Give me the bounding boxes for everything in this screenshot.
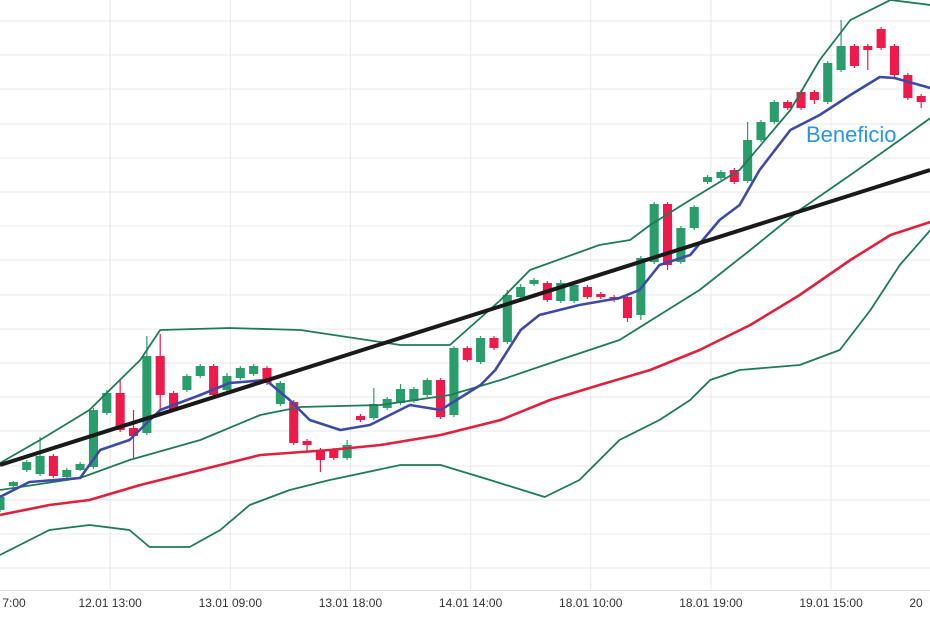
candle-body bbox=[209, 366, 219, 395]
candle-body bbox=[796, 92, 806, 108]
candle-body bbox=[182, 376, 192, 390]
candle-body bbox=[596, 294, 606, 297]
candle-body bbox=[142, 356, 152, 433]
x-tick-label: 18.01 19:00 bbox=[679, 596, 743, 610]
candle-body bbox=[649, 204, 659, 262]
candle-body bbox=[476, 338, 486, 362]
candle-body bbox=[676, 228, 686, 262]
candle-body bbox=[315, 450, 325, 460]
candle-body bbox=[889, 46, 900, 75]
candle-body bbox=[516, 287, 526, 297]
candle-body bbox=[689, 207, 699, 228]
candle-body bbox=[809, 92, 819, 100]
candle-body bbox=[75, 464, 85, 470]
candle-body bbox=[783, 102, 793, 108]
candle-body bbox=[35, 456, 45, 474]
x-tick-label: 20 bbox=[909, 596, 923, 610]
indicator-line bbox=[0, 168, 930, 467]
candle-body bbox=[22, 462, 32, 470]
candle-body bbox=[756, 122, 766, 140]
candle-body bbox=[0, 497, 5, 510]
candle-body bbox=[836, 46, 846, 70]
x-tick-label: 7:00 bbox=[2, 596, 26, 610]
candle-body bbox=[8, 482, 18, 486]
candle-body bbox=[876, 29, 886, 48]
candle-body bbox=[529, 280, 539, 284]
candle-body bbox=[662, 204, 673, 265]
candle-body bbox=[62, 470, 72, 477]
candle-body bbox=[409, 389, 419, 401]
candle-body bbox=[449, 348, 459, 415]
candle-body bbox=[102, 393, 112, 413]
candle-body bbox=[262, 368, 272, 383]
candle-body bbox=[729, 170, 739, 182]
annotation: Beneficio bbox=[806, 122, 897, 147]
candle-body bbox=[128, 428, 139, 436]
candle-body bbox=[342, 445, 352, 458]
candle-body bbox=[289, 402, 299, 443]
candle-body bbox=[823, 63, 833, 102]
candle-body bbox=[436, 380, 446, 417]
indicator-line bbox=[0, 229, 930, 556]
x-tick-label: 19.01 15:00 bbox=[799, 596, 863, 610]
candle-body bbox=[88, 410, 98, 467]
candle-body bbox=[769, 102, 779, 122]
candle-body bbox=[903, 75, 913, 98]
x-tick-label: 18.01 10:00 bbox=[559, 596, 623, 610]
candle-body bbox=[489, 338, 499, 348]
indicator-line bbox=[0, 75, 930, 499]
candle-body bbox=[395, 389, 406, 403]
candle-body bbox=[369, 404, 379, 418]
candle-body bbox=[462, 348, 472, 360]
candle-body bbox=[849, 46, 859, 66]
candle-body bbox=[355, 416, 366, 420]
candle-body bbox=[329, 450, 339, 458]
candle-body bbox=[556, 283, 566, 301]
candle-body bbox=[422, 380, 432, 395]
candle-body bbox=[115, 393, 125, 430]
candle-body bbox=[569, 285, 579, 301]
candle-body bbox=[703, 177, 713, 182]
candle-body bbox=[622, 297, 633, 318]
x-tick-label: 14.01 14:00 bbox=[439, 596, 503, 610]
candle-body bbox=[155, 356, 165, 395]
indicator-line bbox=[0, 0, 930, 464]
x-tick-label: 13.01 09:00 bbox=[199, 596, 263, 610]
x-tick-label: 13.01 18:00 bbox=[319, 596, 383, 610]
candle-body bbox=[302, 441, 312, 445]
candle-body bbox=[916, 96, 926, 102]
indicator-line bbox=[0, 117, 930, 491]
candle-body bbox=[235, 368, 245, 378]
candle-body bbox=[195, 366, 205, 376]
candle-body bbox=[863, 46, 873, 50]
candle-body bbox=[582, 287, 592, 297]
x-tick-label: 12.01 13:00 bbox=[78, 596, 142, 610]
candle-body bbox=[249, 366, 259, 374]
candle-body bbox=[716, 172, 726, 178]
candle-body bbox=[48, 456, 58, 476]
candle-body bbox=[502, 295, 512, 342]
candle-body bbox=[169, 393, 179, 410]
indicator-line bbox=[0, 220, 930, 517]
